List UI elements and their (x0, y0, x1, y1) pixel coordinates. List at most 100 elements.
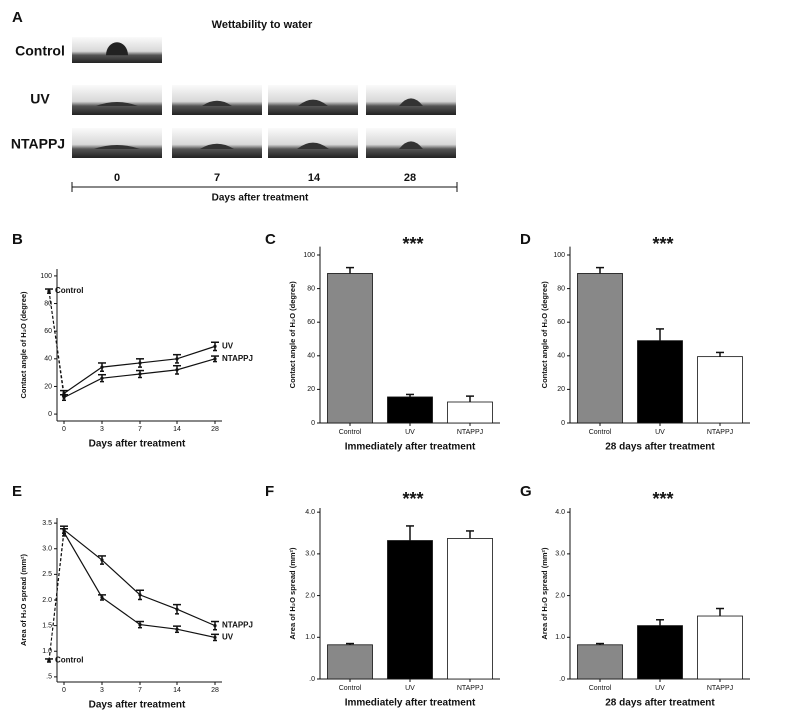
y-axis-label: Contact angle of H₂O (degree) (540, 281, 549, 389)
point (100, 595, 104, 600)
bar (637, 625, 683, 680)
x-axis-label: Immediately after treatment (345, 698, 476, 709)
y-tick-label: 3.0 (305, 551, 315, 558)
x-tick-label: 7 (138, 426, 142, 433)
point (213, 624, 217, 628)
x-tick-label: NTAPPJ (707, 429, 733, 436)
x-tick-label: Control (589, 429, 612, 436)
point (213, 344, 217, 348)
droplet (202, 100, 232, 106)
bar (327, 273, 373, 424)
error-bar (656, 328, 664, 341)
point (175, 368, 179, 372)
y-tick-label: 100 (553, 252, 565, 259)
y-tick-label: 100 (40, 273, 52, 280)
x-axis-label: Days after treatment (89, 700, 186, 711)
droplet-photo (172, 128, 262, 158)
droplet (200, 143, 234, 149)
point (213, 357, 217, 361)
row-label: UV (30, 91, 50, 107)
x-axis-label: Days after treatment (212, 193, 309, 204)
y-tick-label: 40 (557, 353, 565, 360)
x-tick-label: 28 (211, 687, 219, 694)
droplet (399, 141, 423, 149)
y-tick-label: 60 (307, 319, 315, 326)
point (100, 558, 104, 562)
x-tick-label: UV (405, 685, 415, 692)
y-tick-label: .5 (46, 674, 52, 681)
y-tick-label: 4.0 (555, 509, 565, 516)
control-connector (48, 291, 65, 398)
y-tick-label: 80 (44, 300, 52, 307)
significance: *** (652, 234, 673, 254)
error-bar (596, 266, 604, 274)
series-line (63, 529, 216, 627)
point (62, 395, 66, 400)
panel-letter: B (12, 231, 23, 248)
series-label: UV (222, 633, 234, 642)
x-tick-label: Control (589, 685, 612, 692)
significance: *** (402, 489, 423, 509)
panel-letter: E (12, 483, 22, 500)
y-tick-label: 40 (44, 356, 52, 363)
droplet-photo (72, 128, 162, 158)
point (47, 658, 51, 663)
y-tick-label: 80 (557, 285, 565, 292)
x-tick-label: UV (655, 429, 665, 436)
error-bar (346, 266, 354, 274)
error-bar (716, 351, 724, 357)
point (138, 623, 142, 627)
y-tick-label: 20 (44, 383, 52, 390)
point (138, 361, 142, 365)
y-tick-label: 1.0 (305, 634, 315, 641)
y-axis-label: Contact angle of H₂O (degree) (288, 281, 297, 389)
point (138, 593, 142, 597)
significance: *** (652, 489, 673, 509)
y-tick-label: 2.0 (305, 592, 315, 599)
panel-letter: A (12, 9, 23, 26)
bar (577, 644, 623, 680)
series-label: NTAPPJ (222, 621, 253, 630)
x-tick-label: Control (339, 685, 362, 692)
y-tick-label: 20 (307, 386, 315, 393)
control-connector (48, 532, 65, 661)
y-tick-label: 0 (561, 420, 565, 427)
significance: *** (402, 234, 423, 254)
x-tick-label: 3 (100, 687, 104, 694)
bar (697, 615, 743, 680)
bar (697, 356, 743, 424)
y-tick-label: 3.5 (42, 520, 52, 527)
point (62, 530, 66, 534)
day-label: 14 (308, 172, 321, 184)
bar (327, 644, 373, 680)
point (213, 635, 217, 640)
droplet (106, 42, 128, 56)
droplet (298, 99, 328, 106)
y-tick-label: 4.0 (305, 509, 315, 516)
y-tick-label: 3.0 (555, 551, 565, 558)
point (100, 365, 104, 369)
bar (447, 401, 493, 424)
y-axis-label: Area of H₂O spread (mm²) (19, 553, 28, 646)
droplet-photo (172, 85, 262, 115)
x-tick-label: 0 (62, 687, 66, 694)
error-bar (656, 619, 664, 626)
x-tick-label: Control (339, 429, 362, 436)
error-bar (466, 530, 474, 539)
x-axis-label: 28 days after treatment (605, 442, 715, 453)
droplet (94, 145, 140, 149)
y-axis-label: Area of H₂O spread (mm²) (288, 547, 297, 640)
droplet (297, 142, 329, 149)
y-tick-label: 40 (307, 353, 315, 360)
point (100, 376, 104, 380)
bar (447, 538, 493, 680)
row-label: Control (15, 43, 65, 59)
droplet-photo (72, 85, 162, 115)
x-tick-label: NTAPPJ (457, 429, 483, 436)
point (175, 627, 179, 631)
y-tick-label: 0 (311, 420, 315, 427)
panel-letter: G (520, 483, 532, 500)
x-tick-label: 7 (138, 687, 142, 694)
y-tick-label: .0 (559, 676, 565, 683)
series-label: NTAPPJ (222, 354, 253, 363)
